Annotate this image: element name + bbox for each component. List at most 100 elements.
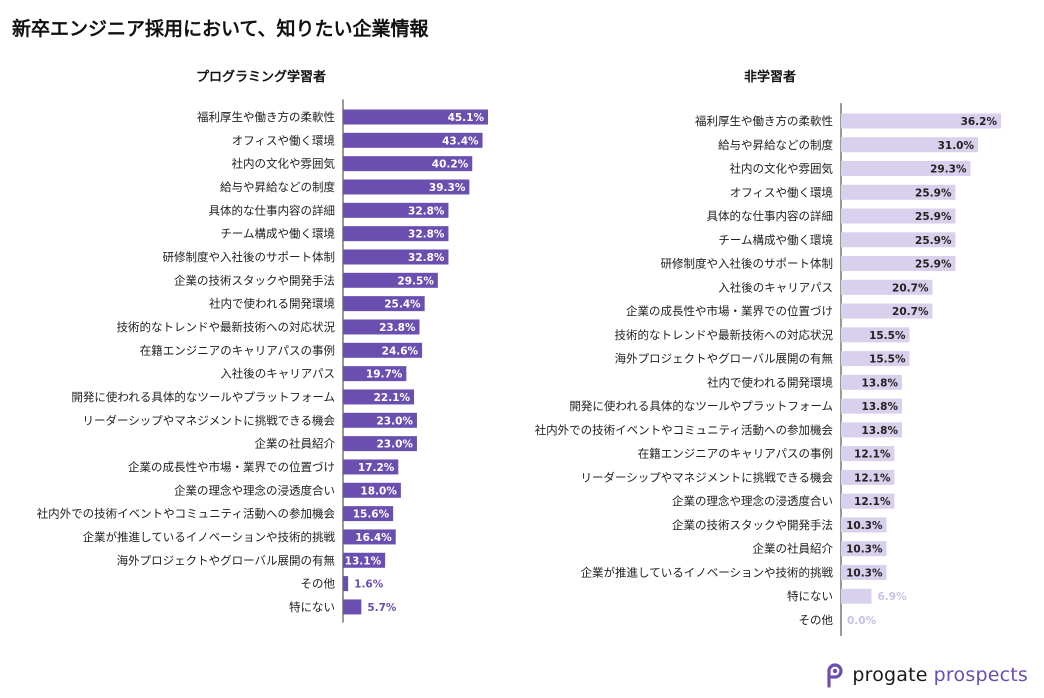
bar	[343, 249, 449, 265]
data-label: 32.8%	[408, 205, 445, 217]
bar	[841, 161, 971, 177]
bar	[343, 599, 362, 615]
data-label: 25.9%	[915, 187, 952, 199]
progate-logo-icon	[827, 663, 843, 688]
data-label: 15.6%	[353, 509, 390, 521]
brand-logo: progate prospects	[824, 662, 1028, 688]
data-label: 25.4%	[384, 299, 421, 311]
data-label: 39.3%	[429, 182, 466, 194]
category-label: 在籍エンジニアのキャリアパスの事例	[140, 343, 335, 357]
bar	[841, 232, 956, 248]
category-label: 社内で使われる開発環境	[707, 375, 833, 389]
category-label: 社内外での技術イベントやコミュニティ活動への参加機会	[535, 423, 834, 437]
category-label: その他	[301, 577, 336, 591]
category-label: 開発に使われる具体的なツールやプラットフォーム	[569, 399, 833, 413]
data-label: 15.5%	[869, 354, 906, 366]
category-label: 技術的なトレンドや最新技術への対応状況	[615, 328, 834, 342]
bar	[841, 517, 887, 533]
bar	[343, 436, 417, 452]
bar	[841, 303, 933, 319]
data-label: 23.0%	[377, 415, 414, 427]
data-label: 25.9%	[915, 235, 952, 247]
bar	[841, 493, 895, 509]
category-label: 企業の技術スタックや開発手法	[174, 273, 335, 287]
category-label: 海外プロジェクトやグローバル展開の有無	[615, 352, 834, 366]
data-label: 20.7%	[892, 282, 929, 294]
category-label: 企業の理念や理念の浸透度合い	[672, 494, 833, 508]
data-label: 10.3%	[846, 520, 883, 532]
data-label: 19.7%	[366, 369, 403, 381]
data-label: 6.9%	[877, 591, 907, 603]
category-label: 企業の社員紹介	[753, 542, 834, 556]
category-label: 給与や昇給などの制度	[220, 180, 335, 194]
category-label: リーダーシップやマネジメントに挑戦できる機会	[82, 413, 335, 427]
bar	[841, 351, 910, 367]
bar	[343, 319, 420, 335]
bar	[343, 202, 449, 218]
category-label: 社内の文化や雰囲気	[730, 162, 834, 176]
data-label: 32.8%	[408, 229, 445, 241]
data-label: 25.9%	[915, 211, 952, 223]
data-label: 32.8%	[408, 252, 445, 264]
data-label: 12.1%	[854, 449, 891, 461]
data-label: 43.4%	[442, 135, 479, 147]
category-label: 社内外での技術イベントやコミュニティ活動への参加機会	[37, 507, 336, 521]
bar	[841, 256, 956, 272]
category-label: 企業の成長性や市場・業界での位置づけ	[626, 304, 833, 318]
bar	[343, 459, 399, 475]
bar	[841, 279, 933, 295]
bar	[841, 137, 979, 153]
bar	[841, 374, 902, 390]
bar	[343, 272, 438, 288]
category-label: 企業の社員紹介	[255, 437, 336, 451]
bar	[343, 552, 386, 568]
brand-suffix: prospects	[933, 664, 1028, 686]
data-label: 24.6%	[382, 345, 419, 357]
category-label: 研修制度や入社後のサポート体制	[163, 250, 336, 264]
data-label: 23.0%	[377, 439, 414, 451]
bar	[841, 588, 872, 604]
data-label: 20.7%	[892, 306, 929, 318]
bar	[343, 482, 401, 498]
bar	[841, 446, 895, 462]
bar	[841, 564, 887, 580]
category-label: チーム構成や働く環境	[220, 227, 335, 241]
bar	[343, 506, 394, 522]
bar	[343, 412, 417, 428]
data-label: 40.2%	[432, 159, 469, 171]
category-label: 技術的なトレンドや最新技術への対応状況	[117, 320, 336, 334]
bar	[343, 179, 470, 195]
category-label: その他	[799, 613, 834, 627]
data-label: 10.3%	[846, 567, 883, 579]
data-label: 12.1%	[854, 496, 891, 508]
data-label: 29.3%	[930, 164, 967, 176]
data-label: 22.1%	[374, 392, 411, 404]
category-label: 企業が推進しているイノベーションや技術的挑戦	[581, 565, 834, 579]
category-label: 研修制度や入社後のサポート体制	[661, 257, 834, 271]
chart-title-non-learners: 非学習者	[744, 70, 797, 85]
data-label: 16.4%	[355, 532, 392, 544]
data-label: 13.8%	[862, 377, 899, 389]
category-label: 特にない	[787, 589, 833, 603]
bar	[343, 389, 415, 405]
category-label: 給与や昇給などの制度	[718, 138, 833, 152]
bar	[841, 184, 956, 200]
data-label: 45.1%	[448, 112, 485, 124]
category-label: オフィスや働く環境	[730, 185, 833, 199]
category-label: 特にない	[289, 600, 335, 614]
chart-title-learners: プログラミング学習者	[196, 70, 327, 85]
data-label: 31.0%	[938, 140, 975, 152]
data-label: 15.5%	[869, 330, 906, 342]
page-title: 新卒エンジニア採用において、知りたい企業情報	[12, 18, 429, 40]
category-label: チーム構成や働く環境	[718, 233, 833, 247]
data-label: 18.0%	[360, 485, 397, 497]
bar	[841, 208, 956, 224]
bar	[343, 576, 349, 592]
bar	[343, 366, 407, 382]
bar	[343, 342, 423, 358]
bar	[343, 109, 488, 125]
data-label: 13.8%	[862, 425, 899, 437]
category-label: 具体的な仕事内容の詳細	[707, 209, 834, 223]
brand-name: progate	[852, 664, 928, 686]
